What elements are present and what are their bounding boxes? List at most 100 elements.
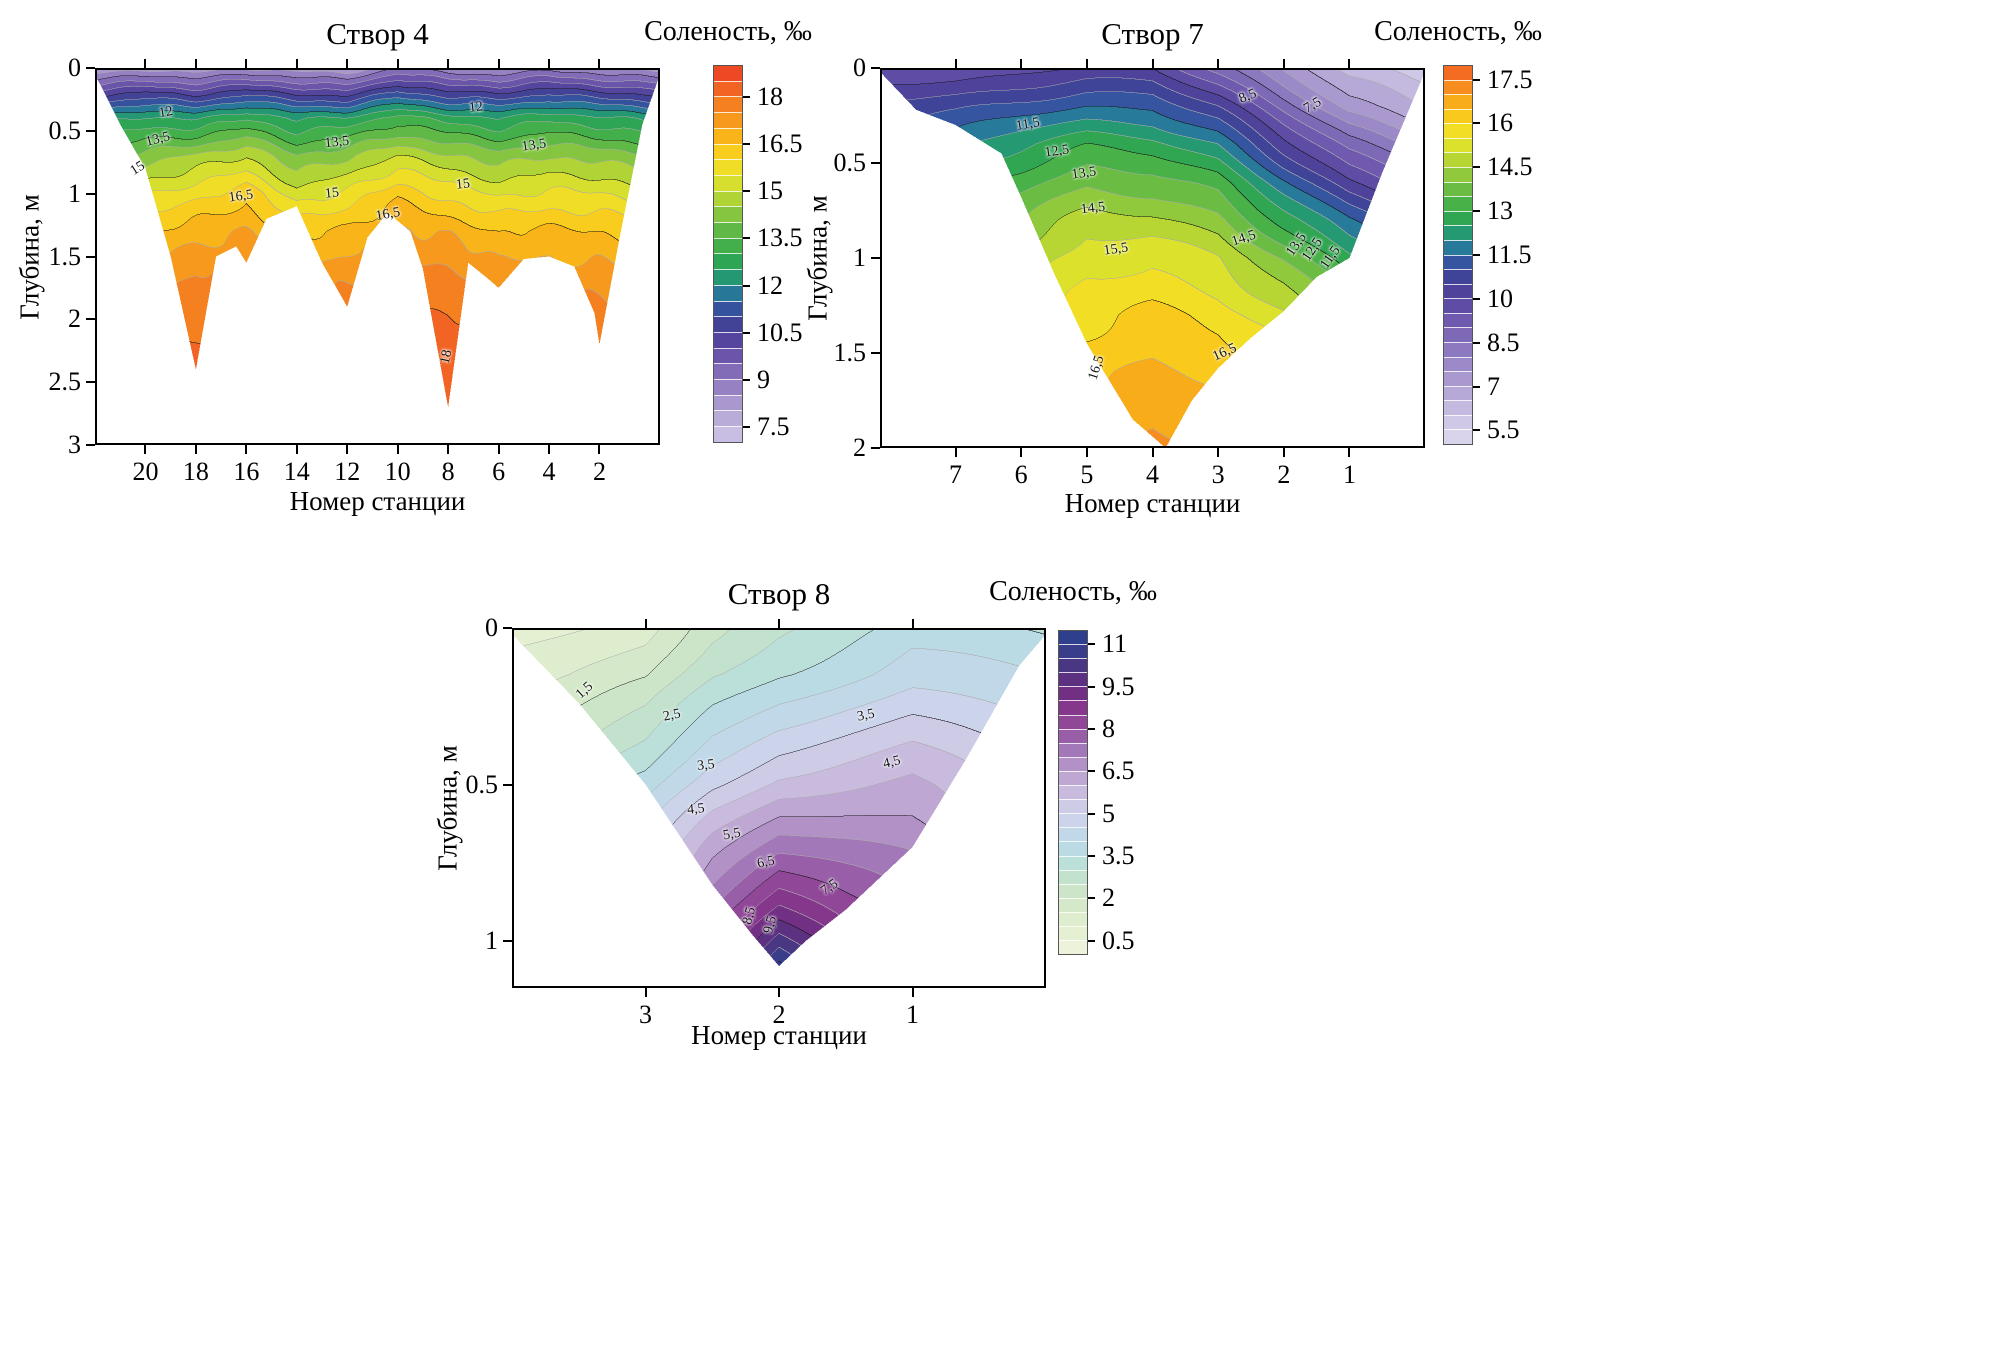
colorbar-segment bbox=[1444, 371, 1472, 386]
x-tick-mark bbox=[644, 988, 647, 997]
x-tick-mark-top bbox=[1085, 59, 1088, 68]
x-tick-mark-top bbox=[396, 59, 399, 68]
colorbar-tick-mark bbox=[743, 331, 750, 334]
y-tick-label: 0.5 bbox=[465, 769, 499, 799]
x-tick-mark-top bbox=[194, 59, 197, 68]
contour-canvas bbox=[880, 68, 1425, 448]
colorbar-segment bbox=[1059, 785, 1087, 800]
colorbar-segment bbox=[1444, 414, 1472, 430]
colorbar-segment bbox=[1444, 79, 1472, 95]
colorbar-tick-label: 10.5 bbox=[757, 317, 803, 347]
panel-title: Створ 4 bbox=[326, 16, 429, 51]
x-tick-mark bbox=[295, 445, 298, 454]
colorbar-tick-mark bbox=[1088, 727, 1095, 730]
x-tick-label: 5 bbox=[1080, 460, 1094, 489]
colorbar-tick-label: 6.5 bbox=[1102, 756, 1135, 786]
x-tick-mark bbox=[1282, 448, 1285, 457]
colorbar-title: Соленость, ‰ bbox=[644, 16, 812, 47]
colorbar-segment bbox=[1444, 167, 1472, 182]
contour-label: 5,5 bbox=[722, 825, 743, 844]
x-tick-mark bbox=[911, 988, 914, 997]
colorbar-segment bbox=[714, 331, 742, 348]
contour-label: 13,5 bbox=[520, 136, 547, 155]
x-axis-label: Номер станции bbox=[691, 1020, 867, 1050]
colorbar bbox=[1443, 65, 1473, 445]
x-tick-mark bbox=[194, 445, 197, 454]
colorbar-tick-label: 5 bbox=[1102, 798, 1115, 828]
colorbar-tick-label: 14.5 bbox=[1487, 152, 1533, 182]
contour-canvas bbox=[512, 628, 1046, 988]
colorbar-segment bbox=[714, 253, 742, 270]
colorbar-segment bbox=[714, 237, 742, 254]
colorbar-tick-label: 8.5 bbox=[1487, 327, 1520, 357]
colorbar-segment bbox=[1059, 827, 1087, 842]
contour-label: 3,5 bbox=[696, 756, 715, 774]
contour-label: 15 bbox=[324, 184, 340, 202]
colorbar-segment bbox=[1444, 181, 1472, 197]
colorbar-tick-label: 9.5 bbox=[1102, 671, 1135, 701]
x-tick-mark bbox=[548, 445, 551, 454]
colorbar-segment bbox=[1444, 283, 1472, 299]
x-tick-mark-top bbox=[1020, 59, 1023, 68]
x-tick-mark-top bbox=[644, 619, 647, 628]
contour-label: 13,5 bbox=[324, 134, 351, 152]
colorbar-segment bbox=[1059, 756, 1087, 771]
colorbar-segment bbox=[714, 394, 742, 411]
colorbar-tick-label: 13.5 bbox=[757, 223, 803, 253]
colorbar-segment bbox=[1444, 312, 1472, 328]
x-tick-mark bbox=[1151, 448, 1154, 457]
colorbar-tick-label: 16.5 bbox=[757, 128, 803, 158]
colorbar-title: Соленость, ‰ bbox=[1374, 16, 1542, 47]
colorbar-segment bbox=[1444, 269, 1472, 284]
colorbar-segment bbox=[1059, 940, 1087, 955]
x-tick-mark-top bbox=[911, 619, 914, 628]
x-tick-mark-top bbox=[295, 59, 298, 68]
x-tick-mark bbox=[144, 445, 147, 454]
colorbar-segment bbox=[714, 80, 742, 97]
colorbar-segment bbox=[1444, 327, 1472, 342]
colorbar-segment bbox=[714, 206, 742, 223]
y-tick-label: 0 bbox=[485, 613, 498, 642]
colorbar-tick-mark bbox=[743, 284, 750, 287]
y-tick-label: 1 bbox=[68, 178, 81, 208]
y-tick-label: 1.5 bbox=[48, 241, 82, 271]
colorbar-segment bbox=[1059, 855, 1087, 870]
colorbar-segment bbox=[1444, 298, 1472, 313]
contour-label: 4,5 bbox=[686, 800, 706, 818]
colorbar-tick-label: 17.5 bbox=[1487, 64, 1533, 94]
colorbar-segment bbox=[714, 316, 742, 332]
colorbar-segment bbox=[1059, 869, 1087, 884]
colorbar-segment bbox=[1444, 429, 1472, 445]
panel-title: Створ 7 bbox=[1101, 16, 1204, 51]
y-tick-mark bbox=[871, 162, 880, 164]
colorbar-tick-mark bbox=[743, 190, 750, 192]
colorbar-segment bbox=[1059, 742, 1087, 757]
colorbar-tick-label: 8 bbox=[1102, 713, 1115, 743]
y-tick-label: 1 bbox=[485, 926, 498, 956]
colorbar-tick-mark bbox=[743, 379, 750, 381]
x-tick-mark bbox=[1348, 448, 1351, 457]
colorbar-tick-label: 18 bbox=[757, 81, 783, 111]
x-tick-mark bbox=[396, 445, 399, 454]
colorbar-tick-mark bbox=[743, 237, 750, 240]
x-tick-mark-top bbox=[447, 59, 450, 68]
y-tick-label: 3 bbox=[68, 430, 81, 459]
colorbar-segment bbox=[1059, 770, 1087, 786]
x-tick-label: 2 bbox=[1277, 460, 1291, 489]
colorbar-segment bbox=[714, 269, 742, 285]
colorbar-segment bbox=[1059, 631, 1087, 645]
colorbar-segment bbox=[714, 222, 742, 238]
colorbar-tick-mark bbox=[1088, 770, 1095, 773]
x-tick-mark-top bbox=[778, 619, 780, 628]
colorbar-segment bbox=[714, 127, 742, 144]
x-tick-label: 2 bbox=[772, 1000, 786, 1029]
y-tick-mark bbox=[871, 257, 880, 259]
y-tick-label: 2 bbox=[68, 304, 81, 334]
contour-label: 14,5 bbox=[1080, 199, 1107, 217]
x-axis-label: Номер станции bbox=[1064, 488, 1241, 518]
contour-canvas bbox=[95, 68, 660, 445]
x-tick-mark-top bbox=[548, 59, 551, 68]
colorbar-segment bbox=[1444, 341, 1472, 357]
y-tick-mark bbox=[871, 67, 880, 69]
x-tick-label: 6 bbox=[1014, 460, 1028, 489]
